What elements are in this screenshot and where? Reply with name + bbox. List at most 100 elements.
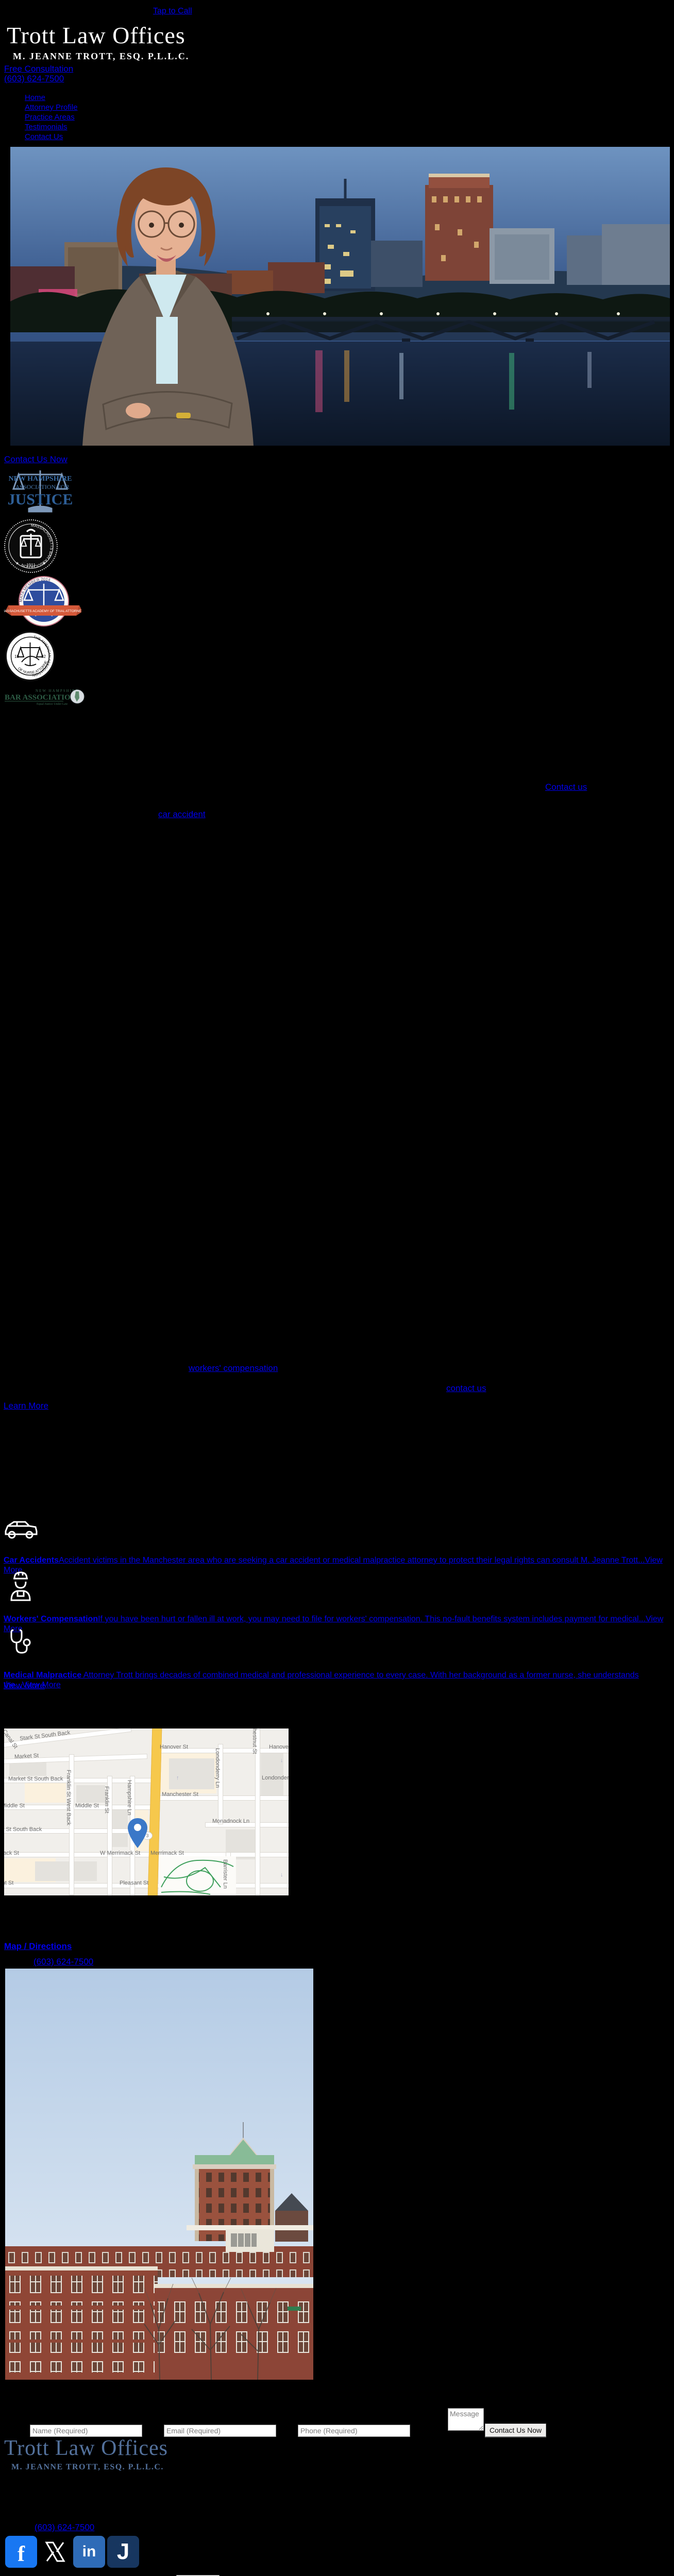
map-arrow: ↓: [280, 1872, 283, 1878]
map-directions-link[interactable]: Map / Directions: [4, 1941, 72, 1951]
nhaj-line3: JUSTICE: [8, 491, 73, 508]
svg-text:★: ★: [42, 561, 46, 566]
map-park: [159, 1856, 236, 1895]
map-label: Market St: [14, 1752, 39, 1760]
medical-malpractice-title[interactable]: Medical Malpractice: [4, 1671, 82, 1680]
header-phone-link[interactable]: (603) 624-7500: [4, 74, 64, 83]
map-phone-link[interactable]: (603) 624-7500: [33, 1957, 94, 1967]
map-label: Merrimack St: [150, 1850, 184, 1856]
map-label: Middle St South Back: [4, 1826, 42, 1833]
worker-icon: [8, 1570, 33, 1602]
medical-malpractice-text[interactable]: Attorney Trott brings decades of combine…: [4, 1671, 639, 1689]
map-arrow: ↑: [176, 1775, 179, 1781]
practice-view-more-link[interactable]: View More: [4, 1681, 45, 1690]
map-label: Hanover St: [269, 1744, 289, 1750]
welcome-car-accident-link[interactable]: car accident: [158, 809, 206, 819]
email-input[interactable]: [164, 2425, 276, 2437]
map-label: Merrimack St: [4, 1850, 19, 1856]
mata-ribbon-text: MASSACHUSETTS ACADEMY OF TRIAL ATTORNEYS: [4, 609, 81, 613]
hero-image: [10, 147, 670, 446]
phone-input[interactable]: [298, 2425, 410, 2437]
mid-learn-more-link[interactable]: Learn More: [4, 1401, 48, 1411]
map-block: [35, 1861, 97, 1881]
site-subtitle: M. JEANNE TROTT, ESQ. P.L.L.C.: [13, 51, 190, 61]
map-label: Franklin St West Back: [65, 1770, 72, 1825]
mid-contact-us-link[interactable]: contact us: [446, 1383, 486, 1393]
map-street: [205, 1822, 289, 1827]
practice-area-workers-comp[interactable]: Workers' CompensationIf you have been hu…: [4, 1614, 667, 1634]
site-title: Trott Law Offices: [7, 22, 186, 48]
map-block: [76, 1785, 105, 1803]
name-input[interactable]: [30, 2425, 142, 2437]
footer-phone-link[interactable]: (603) 624-7500: [35, 2522, 95, 2532]
stethoscope-icon: [9, 1628, 32, 1658]
practice-area-car-accidents[interactable]: Car AccidentsAccident victims in the Man…: [4, 1555, 667, 1575]
practice-area-medical-malpractice[interactable]: Medical Malpractice Attorney Trott bring…: [4, 1670, 667, 1690]
map-label: Pleasant St: [120, 1880, 149, 1886]
facebook-glyph: f: [18, 2543, 25, 2566]
nurse-year-left: 19: [14, 654, 19, 659]
nh-bar-line3: Equal Justice Under Law: [37, 703, 68, 705]
nurse-year-right: 82: [41, 654, 46, 659]
nav-contact-us[interactable]: Contact Us: [25, 132, 63, 141]
linkedin-glyph: in: [82, 2543, 96, 2560]
linkedin-icon[interactable]: in: [73, 2536, 105, 2568]
message-textarea[interactable]: [448, 2408, 484, 2431]
map-label: Manchester St: [162, 1791, 198, 1798]
contact-us-now-button[interactable]: Contact Us Now: [485, 2424, 547, 2437]
justia-glyph: J: [116, 2539, 130, 2564]
badge-nh-association-for-justice[interactable]: NEW HAMPSHIRE ASSOCIATION FOR JUSTICE: [4, 466, 76, 518]
location-map[interactable]: ↑ ↓ ↓ 3 Canal St Stark St South Back Mar…: [4, 1728, 289, 1895]
nav-attorney-profile[interactable]: Attorney Profile: [25, 103, 78, 112]
nh-bar-line1: NEW HAMPSHIRE: [36, 689, 79, 693]
nhaj-line2: ASSOCIATION FOR: [15, 483, 69, 490]
view-more-button[interactable]: View More: [176, 2575, 220, 2576]
nh-bar-line2: BAR ASSOCIATION: [5, 693, 76, 702]
map-block: [169, 1758, 214, 1789]
map-label: Hanover St: [160, 1744, 189, 1750]
facebook-icon[interactable]: f: [5, 2536, 37, 2568]
footer-firm-name: Trott Law Offices: [4, 2436, 168, 2460]
map-label: W Merrimack St: [100, 1850, 141, 1856]
map-street: [218, 1744, 223, 1824]
office-building-photo: [5, 1969, 313, 2380]
map-label: Hampshire Ln: [126, 1780, 132, 1816]
badge-mata-member[interactable]: MATA MEMBER 2014 MASSACHUSETTS ACADEMY O…: [2, 575, 86, 627]
justia-icon[interactable]: J: [107, 2536, 139, 2568]
tap-to-call-link[interactable]: Tap to Call: [153, 7, 192, 15]
badge-nurse-attorneys[interactable]: THE AMERICAN ASSOCIATION OF NURSE ATTORN…: [4, 629, 55, 681]
map-label: Market St South Back: [8, 1776, 63, 1782]
nav-testimonials[interactable]: Testimonials: [25, 123, 68, 131]
map-street: [4, 1883, 289, 1888]
map-label: Pleasant St: [4, 1880, 14, 1886]
nhaj-line1: NEW HAMPSHIRE: [8, 475, 72, 483]
map-location-pin[interactable]: [127, 1817, 148, 1849]
nav-home[interactable]: Home: [25, 93, 46, 102]
badge-nh-bar-association[interactable]: NEW HAMPSHIRE BAR ASSOCIATION Equal Just…: [4, 688, 86, 706]
map-block: [261, 1751, 283, 1801]
welcome-contact-us-link[interactable]: Contact us: [545, 782, 587, 792]
workers-comp-text[interactable]: If you have been hurt or fallen ill at w…: [4, 1615, 664, 1633]
map-block: [25, 1782, 66, 1803]
car-accidents-text[interactable]: Accident victims in the Manchester area …: [4, 1556, 663, 1574]
mid-workers-compensation-link[interactable]: workers' compensation: [189, 1363, 278, 1373]
nav-practice-areas[interactable]: Practice Areas: [25, 113, 75, 122]
badge-massachusetts-bar[interactable]: MASSACHUSETTS BAR ASSOCIATION 1911 ★ ★: [4, 519, 58, 573]
workers-comp-title[interactable]: Workers' Compensation: [4, 1615, 98, 1623]
free-consultation-link[interactable]: Free Consultation: [4, 64, 74, 74]
map-label: Londonderry: [262, 1775, 289, 1781]
footer-firm-subtitle: M. JEANNE TROTT, ESQ. P.L.L.C.: [11, 2463, 164, 2471]
svg-text:★: ★: [15, 561, 19, 566]
contact-us-now-link[interactable]: Contact Us Now: [4, 454, 68, 464]
map-street: [69, 1754, 74, 1895]
x-twitter-icon[interactable]: [39, 2536, 71, 2568]
car-icon: [4, 1520, 39, 1540]
map-label: Londonderry Ln: [214, 1748, 221, 1788]
map-label: Barrister Ln: [222, 1859, 228, 1889]
map-label: Chestnut St: [251, 1728, 258, 1754]
map-street: [255, 1728, 260, 1895]
map-label: Middle St: [4, 1803, 25, 1809]
car-accidents-title[interactable]: Car Accidents: [4, 1556, 59, 1565]
map-street: [107, 1776, 112, 1895]
